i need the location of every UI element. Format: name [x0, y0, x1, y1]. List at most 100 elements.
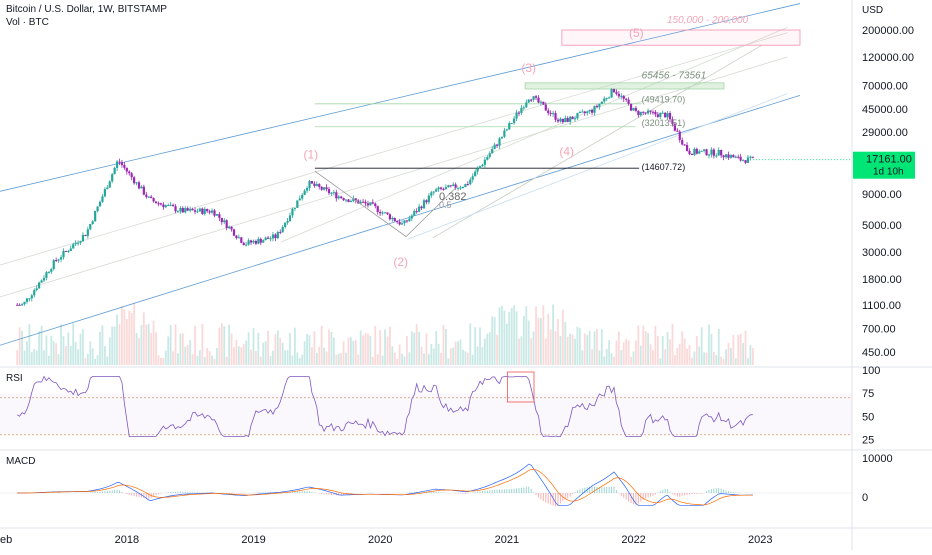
volume-bar	[698, 346, 701, 365]
volume-bar	[420, 346, 423, 365]
volume-bar	[150, 333, 153, 365]
candle-body	[157, 203, 160, 205]
volume-bar	[384, 329, 386, 365]
candle-body	[430, 192, 433, 196]
volume-bar	[600, 329, 603, 365]
candle-body	[125, 167, 128, 172]
candle-body	[644, 112, 647, 114]
candle-body	[661, 112, 664, 114]
volume-bar	[481, 347, 484, 365]
volume-bar	[566, 336, 569, 365]
candle-body	[249, 240, 253, 243]
chart-title: Bitcoin / U.S. Dollar, 1W, BITSTAMP	[6, 4, 167, 15]
candle-body	[81, 234, 85, 242]
volume-bar	[367, 333, 369, 365]
volume-bar	[167, 336, 170, 365]
volume-bar	[649, 344, 652, 365]
candle-body	[342, 198, 345, 201]
candle-body	[547, 110, 550, 114]
candle-body	[532, 96, 535, 100]
macd-tick-label: 0	[862, 492, 868, 504]
candle-body	[486, 157, 489, 160]
volume-bar	[128, 310, 131, 365]
volume-bar	[96, 355, 99, 365]
candle-body	[284, 222, 287, 228]
volume-bar	[172, 351, 174, 365]
candle-body	[634, 108, 638, 111]
volume-bar	[415, 324, 418, 365]
volume-bar	[617, 331, 620, 365]
candle-body	[147, 196, 150, 198]
candle-body	[213, 210, 216, 216]
candle-body	[393, 217, 396, 222]
fib-05-label: 0.5	[439, 200, 452, 210]
volume-bar	[469, 323, 472, 365]
candle-body	[349, 200, 353, 203]
candle-body	[230, 226, 233, 230]
volume-bar	[111, 326, 114, 365]
volume-bar	[710, 333, 713, 365]
candle-body	[303, 190, 306, 195]
volume-bar	[213, 358, 216, 365]
level-49419-label: (49419.70)	[642, 95, 686, 105]
rsi-label: RSI	[6, 373, 23, 384]
volume-bar	[345, 352, 347, 365]
candle-body	[354, 198, 357, 201]
volume-bar	[588, 331, 591, 365]
time-tick-label: 2020	[368, 534, 392, 546]
candle-body	[179, 208, 182, 212]
candle-body	[666, 113, 669, 118]
candle-body	[639, 111, 642, 116]
candle-body	[437, 187, 440, 190]
pitchfork-line-2	[280, 27, 788, 243]
candle-body	[210, 210, 214, 213]
candle-body	[169, 204, 172, 206]
candle-body	[425, 200, 428, 203]
candle-body	[154, 201, 158, 204]
volume-bar	[223, 326, 226, 365]
pitchfork-line-5	[407, 93, 788, 240]
candle-body	[556, 119, 560, 122]
wave1-label: (1)	[303, 148, 318, 162]
volume-bar	[65, 346, 67, 365]
candle-body	[415, 211, 418, 213]
volume-bar	[218, 327, 221, 365]
fib-0382-label: 0.382	[439, 191, 467, 203]
candle-body	[525, 102, 528, 108]
candle-body	[67, 250, 70, 252]
candle-body	[515, 112, 518, 119]
candle-body	[123, 165, 126, 168]
volume-bar	[403, 356, 406, 365]
volume-bar	[164, 350, 167, 365]
candle-body	[751, 156, 754, 158]
volume-bar	[513, 305, 516, 365]
candle-body	[142, 186, 145, 195]
candle-body	[308, 181, 311, 189]
volume-bar	[311, 347, 313, 365]
candle-body	[64, 250, 68, 252]
volume-bar	[62, 335, 65, 365]
candle-body	[469, 179, 472, 185]
volume-bar	[162, 357, 165, 365]
candle-body	[513, 118, 516, 123]
candle-body	[603, 98, 606, 102]
candle-body	[38, 282, 41, 289]
candle-body	[323, 187, 326, 190]
volume-bar	[289, 332, 291, 365]
volume-bar	[337, 353, 340, 365]
candle-body	[30, 295, 33, 299]
volume-bar	[418, 331, 421, 365]
volume-bar	[427, 354, 430, 365]
candle-body	[517, 112, 521, 114]
candle-body	[247, 240, 250, 245]
candle-body	[581, 111, 584, 113]
candle-body	[335, 192, 338, 199]
volume-bar	[622, 342, 625, 365]
candle-body	[42, 277, 46, 281]
candle-body	[478, 166, 482, 169]
candle-body	[727, 154, 730, 158]
volume-bar	[666, 332, 669, 365]
volume-bar	[686, 348, 688, 365]
candle-body	[542, 101, 545, 105]
